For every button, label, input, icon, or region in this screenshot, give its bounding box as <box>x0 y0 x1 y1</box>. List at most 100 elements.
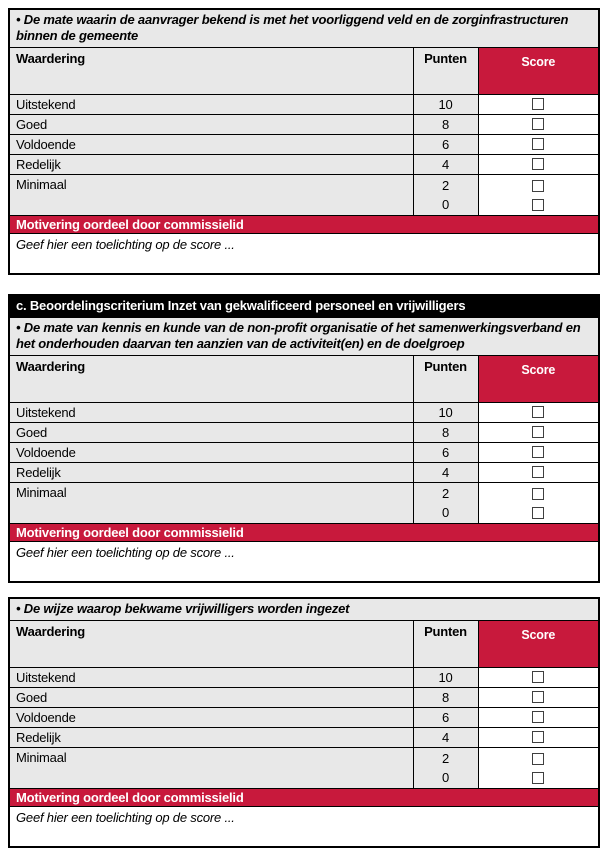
rating-label: Voldoende <box>8 707 414 728</box>
points-line: 2 <box>441 486 450 501</box>
points-value: 2 0 <box>412 482 479 524</box>
rating-row-goed: Goed 8 <box>8 687 600 708</box>
points-line: 0 <box>441 197 450 212</box>
score-checkbox[interactable] <box>532 691 545 704</box>
score-cell <box>477 707 600 728</box>
rating-label: Minimaal <box>8 482 414 524</box>
points-line: 0 <box>441 505 450 520</box>
score-cell <box>477 402 600 423</box>
motivering-header: Motivering oordeel door commissielid <box>8 788 600 807</box>
points-value: 6 <box>412 134 479 155</box>
points-value: 8 <box>412 687 479 708</box>
score-checkbox[interactable] <box>532 506 545 519</box>
col-header-waardering: Waardering <box>8 47 414 95</box>
rating-label: Uitstekend <box>8 94 414 115</box>
rating-label: Goed <box>8 422 414 443</box>
criterion-row: • De mate van kennis en kunde van de non… <box>8 317 600 356</box>
points-value: 2 0 <box>412 174 479 216</box>
rating-label: Voldoende <box>8 442 414 463</box>
rating-row-voldoende: Voldoende 6 <box>8 134 600 155</box>
motivering-row: Motivering oordeel door commissielid <box>8 788 600 807</box>
rating-row-goed: Goed 8 <box>8 114 600 135</box>
toelichting-input-area[interactable]: Geef hier een toelichting op de score ..… <box>8 233 600 275</box>
rating-row-voldoende: Voldoende 6 <box>8 442 600 463</box>
criterion-text: • De mate waarin de aanvrager bekend is … <box>8 8 600 48</box>
table-header-row: Waardering Punten Score <box>8 355 600 403</box>
score-checkbox[interactable] <box>532 671 545 684</box>
score-checkbox[interactable] <box>532 731 545 744</box>
rating-label: Minimaal <box>8 174 414 216</box>
points-value: 2 0 <box>412 747 479 789</box>
rating-label: Uitstekend <box>8 402 414 423</box>
col-header-score: Score <box>477 47 600 95</box>
score-checkbox[interactable] <box>532 446 545 459</box>
rating-row-goed: Goed 8 <box>8 422 600 443</box>
score-cell <box>477 727 600 748</box>
section-title-bar: c. Beoordelingscriterium Inzet van gekwa… <box>8 294 600 318</box>
motivering-row: Motivering oordeel door commissielid <box>8 215 600 234</box>
rating-label: Goed <box>8 687 414 708</box>
rating-row-voldoende: Voldoende 6 <box>8 707 600 728</box>
score-cell <box>477 154 600 175</box>
score-cell <box>477 747 600 789</box>
score-checkbox[interactable] <box>532 711 545 724</box>
points-line: 0 <box>441 770 450 785</box>
score-checkbox[interactable] <box>532 138 545 151</box>
score-checkbox[interactable] <box>532 466 545 479</box>
col-header-punten: Punten <box>412 47 479 95</box>
toelichting-input-area[interactable]: Geef hier een toelichting op de score ..… <box>8 541 600 583</box>
points-line: 2 <box>441 178 450 193</box>
table-header-row: Waardering Punten Score <box>8 620 600 668</box>
table-header-row: Waardering Punten Score <box>8 47 600 95</box>
score-checkbox[interactable] <box>532 487 545 500</box>
score-cell <box>477 94 600 115</box>
score-checkbox[interactable] <box>532 98 545 111</box>
rating-row-uitstekend: Uitstekend 10 <box>8 94 600 115</box>
col-header-score: Score <box>477 620 600 668</box>
points-value: 10 <box>412 402 479 423</box>
rating-label: Goed <box>8 114 414 135</box>
motivering-header: Motivering oordeel door commissielid <box>8 523 600 542</box>
points-value: 8 <box>412 114 479 135</box>
score-checkbox[interactable] <box>532 406 545 419</box>
points-value: 6 <box>412 442 479 463</box>
score-checkbox[interactable] <box>532 179 545 192</box>
rating-row-redelijk: Redelijk 4 <box>8 727 600 748</box>
score-checkbox[interactable] <box>532 752 545 765</box>
criterion-row: • De wijze waarop bekwame vrijwilligers … <box>8 597 600 621</box>
rating-table-voorliggend-veld: • De mate waarin de aanvrager bekend is … <box>8 8 601 275</box>
score-cell <box>477 687 600 708</box>
score-checkbox[interactable] <box>532 771 545 784</box>
toelichting-row: Geef hier een toelichting op de score ..… <box>8 806 600 848</box>
rating-row-uitstekend: Uitstekend 10 <box>8 402 600 423</box>
col-header-punten: Punten <box>412 620 479 668</box>
points-value: 4 <box>412 462 479 483</box>
criterion-text: • De mate van kennis en kunde van de non… <box>8 317 600 356</box>
rating-row-minimaal: Minimaal 2 0 <box>8 747 600 789</box>
toelichting-input-area[interactable]: Geef hier een toelichting op de score ..… <box>8 806 600 848</box>
toelichting-row: Geef hier een toelichting op de score ..… <box>8 541 600 583</box>
col-header-punten: Punten <box>412 355 479 403</box>
points-value: 8 <box>412 422 479 443</box>
rating-row-uitstekend: Uitstekend 10 <box>8 667 600 688</box>
score-cell <box>477 174 600 216</box>
motivering-row: Motivering oordeel door commissielid <box>8 523 600 542</box>
points-value: 10 <box>412 667 479 688</box>
rating-label: Uitstekend <box>8 667 414 688</box>
rating-row-redelijk: Redelijk 4 <box>8 462 600 483</box>
section-title-row: c. Beoordelingscriterium Inzet van gekwa… <box>8 294 600 318</box>
score-cell <box>477 114 600 135</box>
score-checkbox[interactable] <box>532 198 545 211</box>
score-checkbox[interactable] <box>532 158 545 171</box>
rating-label: Redelijk <box>8 154 414 175</box>
rating-label: Minimaal <box>8 747 414 789</box>
rating-label: Redelijk <box>8 462 414 483</box>
score-cell <box>477 462 600 483</box>
points-value: 4 <box>412 154 479 175</box>
score-checkbox[interactable] <box>532 118 545 131</box>
rating-label: Redelijk <box>8 727 414 748</box>
criterion-text: • De wijze waarop bekwame vrijwilligers … <box>8 597 600 621</box>
score-checkbox[interactable] <box>532 426 545 439</box>
points-value: 6 <box>412 707 479 728</box>
